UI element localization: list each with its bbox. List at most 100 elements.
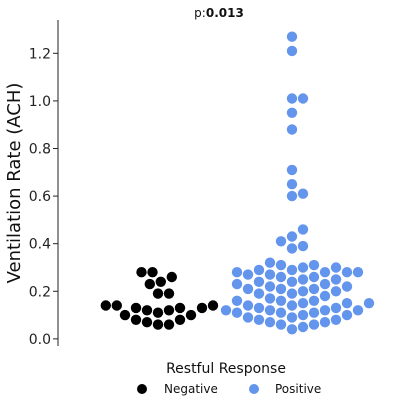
data-point-positive [275,259,287,271]
data-point-positive [308,295,320,306]
data-point-positive [286,276,298,287]
data-point-negative [185,309,197,321]
data-point-positive [297,286,309,297]
data-point-positive [363,298,375,309]
data-point-positive [242,283,254,295]
data-point-positive [297,309,309,321]
data-point-positive [286,31,298,42]
data-point-positive [286,300,298,311]
data-point-positive [319,267,331,278]
data-point-positive [286,93,298,104]
data-point-positive [308,307,320,318]
data-point-positive [330,274,342,285]
data-point-positive [231,307,243,318]
data-point-positive [330,314,342,325]
data-point-positive [308,271,320,283]
data-point-positive [253,276,265,287]
data-point-positive [286,190,298,202]
data-point-positive [297,298,309,309]
data-point-positive [264,293,276,304]
data-point-positive [275,307,287,318]
data-point-positive [275,236,287,247]
data-points [100,31,375,335]
x-axis-title: Restful Response [166,361,286,377]
data-point-negative [163,319,175,330]
data-point-negative [100,300,112,311]
data-point-negative [136,267,147,278]
data-point-positive [253,302,265,314]
data-point-negative [163,305,175,316]
data-point-negative [152,307,164,318]
data-point-negative [174,314,186,325]
data-point-negative [111,300,123,311]
data-point-negative [152,319,164,330]
data-point-positive [341,267,353,278]
data-point-positive [330,286,342,297]
y-axis-title: Ventilation Rate (ACH) [4,83,25,284]
p-value-number: 0.013 [206,6,244,20]
data-point-positive [253,264,265,276]
legend-label-negative: Negative [164,382,218,396]
data-point-positive [286,124,298,135]
data-point-positive [319,290,331,302]
data-point-negative [166,271,177,283]
data-point-positive [286,288,298,299]
legend: Negative Positive [137,382,321,396]
data-point-positive [286,45,298,57]
data-point-positive [308,259,320,271]
data-point-positive [286,264,298,276]
data-point-positive [253,314,265,325]
data-point-positive [275,319,287,330]
data-point-positive [352,267,364,278]
y-tick-label: 0.8 [29,141,51,157]
data-point-negative [207,300,219,311]
data-point-positive [308,319,320,330]
y-axis: 0.0 0.2 0.4 0.6 0.8 1.0 1.2 [29,20,59,348]
legend-marker-positive [249,384,259,394]
data-point-positive [242,300,254,311]
data-point-positive [231,295,243,306]
data-point-positive [275,295,287,306]
data-point-positive [341,298,353,309]
p-value-prefix: p: [194,6,206,20]
data-point-positive [330,302,342,314]
y-tick-label: 0.4 [29,237,51,253]
data-point-positive [286,324,298,335]
data-point-positive [264,269,276,280]
data-point-positive [297,240,309,252]
data-point-positive [341,309,353,321]
data-point-positive [297,321,309,333]
data-point-negative [141,305,153,316]
data-point-negative [130,314,142,325]
data-point-positive [286,231,298,242]
y-tick-label: 0.2 [29,284,51,300]
data-point-negative [155,276,166,287]
y-tick-label: 0.6 [29,189,51,205]
data-point-positive [341,281,353,292]
data-point-negative [130,302,142,314]
data-point-positive [231,267,243,278]
data-point-negative [144,278,155,290]
p-value-annotation: p:0.013 [194,6,244,20]
data-point-positive [275,271,287,283]
data-point-positive [297,93,309,104]
data-point-positive [286,312,298,323]
data-point-positive [264,257,276,268]
data-point-positive [242,312,254,323]
data-point-positive [220,305,232,316]
data-point-negative [163,288,175,299]
data-point-positive [352,305,364,316]
data-point-positive [231,278,243,290]
data-point-negative [119,309,131,321]
y-tick-label: 1.0 [29,94,51,110]
data-point-positive [319,305,331,316]
data-point-positive [275,283,287,295]
data-point-positive [264,317,276,328]
data-point-positive [308,283,320,295]
data-point-positive [264,281,276,292]
data-point-positive [264,305,276,316]
data-point-negative [141,317,153,328]
data-point-negative [152,288,164,299]
data-point-positive [242,269,254,280]
